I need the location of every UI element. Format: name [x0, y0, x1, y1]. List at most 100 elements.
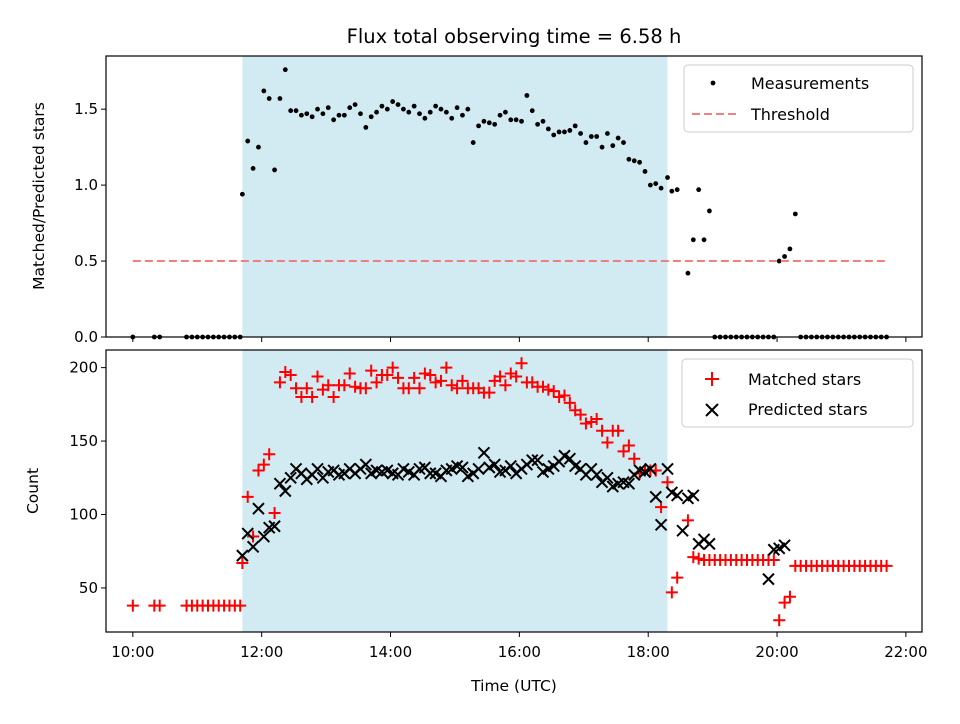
- bottom-panel: 50 100 150 200 10:00 12:00 14:00 16:00 18:00 20:0…: [24, 349, 928, 695]
- predicted-stars-point: [488, 458, 501, 471]
- measurement-point: [583, 140, 589, 145]
- matched-stars-point: [370, 376, 383, 389]
- measurement-point: [647, 182, 653, 188]
- measurement-point: [524, 93, 530, 98]
- measurement-point: [379, 103, 385, 109]
- predicted-stars-point: [424, 467, 437, 480]
- predicted-stars-point: [654, 518, 668, 531]
- matched-stars-point: [402, 382, 415, 395]
- bottom-ytick-label: 50: [79, 579, 98, 597]
- xtick-label: 20:00: [755, 643, 798, 661]
- xtick-label: 18:00: [627, 643, 670, 661]
- predicted-stars-point: [762, 572, 775, 586]
- measurement-point: [551, 132, 557, 138]
- bottom-ytick-label: 150: [69, 432, 98, 450]
- measurement-point: [309, 114, 315, 120]
- matched-stars-point: [596, 424, 609, 437]
- measurement-point: [476, 123, 481, 129]
- predicted-stars-point: [279, 484, 292, 498]
- matched-stars-point: [153, 599, 166, 612]
- matched-stars-point: [327, 391, 340, 403]
- matched-stars-point: [349, 380, 362, 393]
- matched-stars-point: [590, 413, 603, 426]
- measurement-point: [438, 106, 444, 112]
- matched-stars-point: [558, 389, 571, 402]
- matched-stars-point: [273, 376, 286, 389]
- top-shaded-interval: [242, 56, 668, 337]
- predicted-stars-point: [456, 461, 469, 474]
- top-ytick-label: 0.5: [74, 252, 98, 270]
- xtick-label: 10:00: [111, 643, 154, 661]
- matched-stars-point: [408, 371, 421, 384]
- measurement-point: [390, 99, 396, 104]
- measurement-point: [486, 120, 492, 126]
- matched-stars-point: [563, 396, 576, 409]
- legend-predicted-marker: [705, 403, 719, 417]
- predicted-stars-point: [644, 462, 657, 476]
- matched-stars-point: [547, 385, 560, 398]
- predicted-stars-point: [236, 549, 249, 562]
- measurement-point: [331, 117, 337, 123]
- predicted-stars-point: [622, 477, 636, 490]
- measurement-point: [588, 134, 594, 139]
- measurement-point: [347, 105, 353, 111]
- predicted-stars-point: [477, 446, 491, 460]
- legend-threshold-label: Threshold: [750, 105, 830, 124]
- measurement-point: [465, 106, 471, 112]
- measurement-point: [239, 191, 245, 197]
- matched-stars-point: [359, 382, 372, 395]
- matched-stars-point: [542, 383, 555, 396]
- measurement-point: [293, 108, 299, 114]
- measurement-point: [288, 108, 294, 114]
- matched-stars-point: [553, 391, 566, 403]
- matched-stars-point: [773, 614, 786, 627]
- matched-stars-point: [322, 379, 335, 392]
- measurement-point: [615, 135, 621, 141]
- matched-stars-point: [306, 391, 319, 403]
- predicted-stars-point: [252, 502, 265, 515]
- measurement-point: [669, 188, 675, 194]
- matched-stars-point: [381, 368, 394, 381]
- matched-stars-point: [311, 370, 324, 383]
- measurement-point: [562, 129, 567, 135]
- predicted-stars-point: [359, 458, 373, 471]
- predicted-stars-point: [257, 530, 271, 543]
- measurement-point: [272, 167, 277, 173]
- matched-stars-point: [295, 391, 308, 403]
- matched-stars-point: [343, 367, 356, 380]
- top-ytick-label: 1.5: [74, 100, 98, 118]
- top-legend: Measurements Threshold: [683, 64, 914, 133]
- measurement-point: [540, 118, 546, 124]
- matched-stars-point: [290, 382, 303, 395]
- predicted-stars-point: [268, 520, 281, 533]
- predicted-stars-point: [687, 489, 700, 502]
- measurement-point: [460, 112, 465, 118]
- measurement-point: [787, 246, 793, 252]
- matched-stars-point: [279, 366, 292, 379]
- matched-stars-point: [574, 408, 587, 421]
- measurement-point: [266, 96, 272, 101]
- legend-matched-marker: [705, 372, 719, 386]
- predicted-stars-point: [273, 477, 287, 490]
- bottom-ytick-label: 100: [69, 506, 98, 524]
- predicted-stars-point: [649, 490, 662, 504]
- measurement-point: [572, 123, 578, 129]
- matched-stars-point: [234, 599, 247, 612]
- predicted-stars-point: [590, 468, 603, 482]
- matched-stars-point: [767, 554, 780, 567]
- matched-stars-point: [687, 551, 700, 564]
- top-axes-frame: [105, 55, 923, 338]
- predicted-stars-point: [504, 459, 517, 473]
- measurement-point: [411, 103, 417, 109]
- measurement-point: [454, 105, 460, 111]
- top-ytick-label: 0.0: [74, 328, 98, 346]
- measurement-point: [545, 126, 551, 132]
- measurement-point: [626, 156, 632, 162]
- measurement-point: [341, 112, 347, 118]
- xtick-label: 14:00: [369, 643, 412, 661]
- matched-stars-point: [338, 379, 351, 392]
- measurement-point: [610, 143, 616, 149]
- matched-stars-point: [504, 367, 517, 380]
- measurement-point: [621, 140, 626, 145]
